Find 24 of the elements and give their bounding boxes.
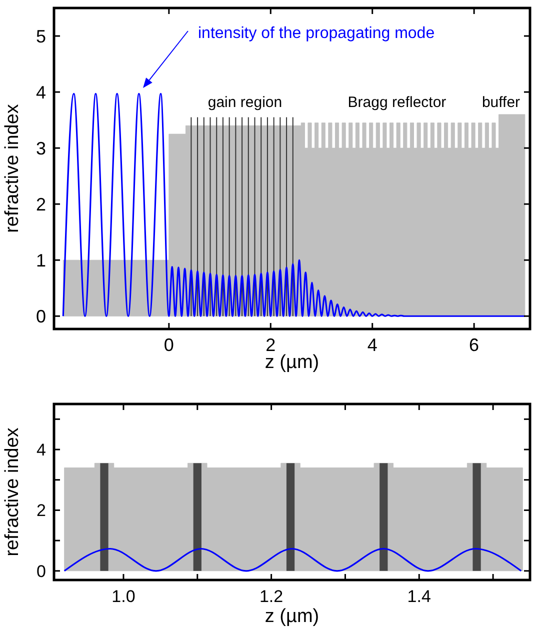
y-axis-title: refractive index: [2, 427, 23, 556]
y-tick-label: 5: [36, 26, 46, 46]
y-tick-label: 4: [36, 82, 46, 102]
y-tick-label: 1: [36, 250, 46, 270]
y-tick-label: 0: [36, 306, 46, 326]
x-tick-label: 0: [164, 335, 174, 355]
annotation: Bragg reflector: [348, 94, 446, 111]
y-axis-title: refractive index: [2, 104, 23, 233]
y-tick-label: 3: [36, 138, 46, 158]
x-tick-label: 2: [266, 335, 276, 355]
annotation: buffer: [482, 94, 520, 111]
x-tick-label: 1.2: [259, 587, 284, 606]
x-tick-label: 1.0: [112, 587, 136, 606]
x-tick-label: 4: [367, 335, 378, 355]
annotation: gain region: [208, 94, 282, 111]
x-axis-title: z (µm): [264, 606, 320, 627]
x-tick-label: 6: [469, 335, 480, 355]
x-tick-label: 1.4: [407, 587, 431, 606]
y-tick-label: 2: [36, 501, 46, 520]
x-axis-title: z (µm): [264, 352, 320, 373]
y-tick-label: 0: [36, 562, 46, 581]
y-tick-label: 2: [36, 194, 46, 214]
y-tick-label: 4: [36, 440, 46, 460]
annotation: intensity of the propagating mode: [198, 25, 435, 42]
